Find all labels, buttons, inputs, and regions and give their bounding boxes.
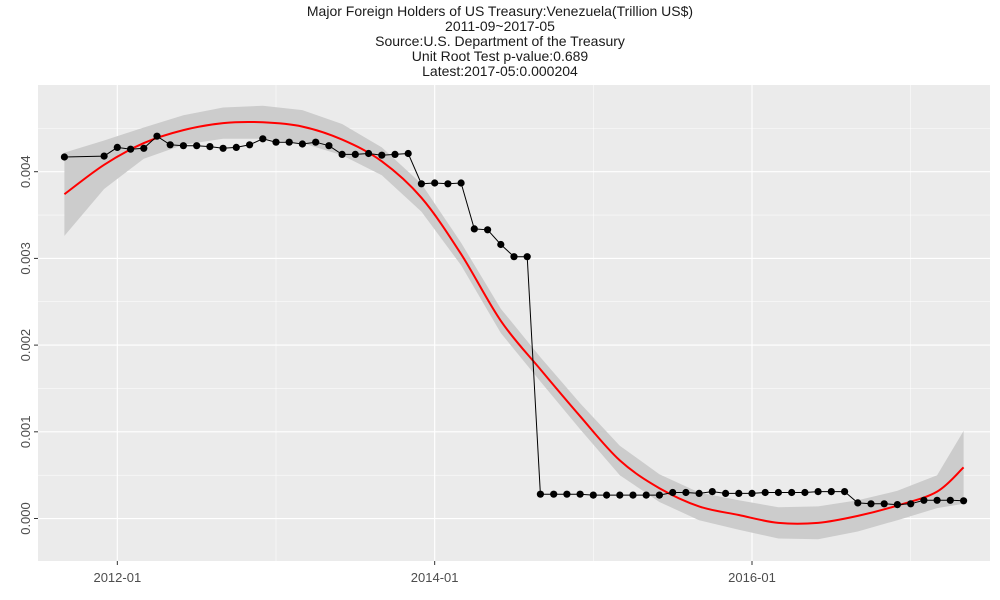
data-point: [748, 489, 756, 497]
chart-titles: Major Foreign Holders of US Treasury:Ven…: [0, 4, 1000, 79]
data-point: [893, 501, 902, 509]
data-point: [431, 179, 439, 187]
plot-panel: [38, 85, 990, 561]
data-point: [708, 488, 716, 496]
data-point: [946, 496, 954, 504]
data-point: [550, 490, 558, 498]
data-point: [774, 488, 783, 497]
data-point: [351, 150, 359, 158]
data-point: [325, 142, 333, 150]
data-point: [285, 138, 293, 146]
data-point: [589, 491, 597, 499]
data-point: [536, 490, 545, 498]
data-point: [616, 491, 624, 499]
x-tick-label: 2014-01: [411, 570, 459, 585]
data-point: [960, 497, 968, 505]
y-tick-label: 0.001: [18, 416, 33, 449]
data-point: [497, 240, 505, 249]
grid-lines: [38, 85, 990, 561]
data-point: [404, 149, 412, 158]
x-tick-label: 2012-01: [93, 570, 141, 585]
data-point: [179, 142, 187, 150]
data-point: [629, 491, 637, 499]
chart-subtitle-pvalue: Unit Root Test p-value:0.689: [411, 48, 589, 64]
data-point: [166, 141, 174, 149]
chart-subtitle-latest: Latest:2017-05:0.000204: [422, 63, 578, 79]
data-point: [127, 145, 135, 153]
data-point: [669, 488, 677, 497]
smooth-trend-line: [63, 120, 965, 525]
data-point: [246, 141, 254, 149]
data-point: [338, 150, 346, 158]
data-point: [920, 496, 928, 504]
data-point: [735, 489, 743, 497]
data-point: [788, 488, 796, 497]
data-point: [841, 488, 849, 496]
data-point: [232, 143, 240, 151]
data-point: [642, 491, 650, 499]
chart-subtitle-range: 2011-09~2017-05: [445, 18, 555, 34]
data-point: [655, 491, 664, 499]
y-tick-label: 0.000: [18, 502, 33, 535]
chart-subtitle-source: Source:U.S. Department of the Treasury: [375, 33, 625, 49]
data-point: [761, 488, 769, 497]
y-tick-label: 0.002: [18, 329, 33, 362]
data-point: [298, 140, 306, 148]
data-point: [312, 138, 320, 146]
confidence-ribbon: [64, 105, 964, 540]
chart-title: Major Foreign Holders of US Treasury:Ven…: [306, 3, 694, 19]
data-point: [603, 491, 611, 499]
x-axis: 2012-01 2014-01 2016-01: [93, 561, 776, 585]
data-point: [60, 153, 68, 161]
data-point: [814, 488, 822, 496]
data-point: [682, 488, 690, 497]
data-point: [365, 149, 373, 158]
series-layer: [60, 132, 968, 509]
data-point: [827, 488, 835, 496]
data-point: [140, 144, 148, 152]
data-point: [100, 152, 108, 160]
data-point: [444, 180, 452, 188]
data-point: [576, 490, 584, 498]
data-point: [563, 490, 571, 498]
data-point: [153, 132, 161, 140]
y-tick-label: 0.003: [18, 242, 33, 275]
data-point: [457, 179, 465, 187]
smooth-trend-layer: [63, 120, 965, 525]
data-point: [510, 253, 518, 261]
data-point: [470, 225, 478, 233]
data-point: [867, 500, 875, 508]
data-point: [113, 143, 121, 151]
data-point: [880, 500, 888, 508]
data-point: [854, 499, 862, 507]
data-point: [259, 135, 267, 143]
data-point: [272, 138, 280, 146]
y-axis: 0.000 0.001 0.002 0.003 0.004: [18, 155, 38, 535]
data-point: [391, 150, 399, 158]
data-point: [484, 226, 492, 234]
data-point: [801, 488, 809, 497]
x-tick-label: 2016-01: [728, 570, 776, 585]
data-point: [206, 143, 214, 151]
data-point: [907, 500, 915, 508]
data-point: [722, 489, 730, 497]
confidence-band-layer: [64, 105, 964, 540]
data-point: [378, 151, 386, 159]
data-point: [523, 253, 531, 261]
data-point: [193, 142, 201, 150]
data-point: [933, 496, 941, 504]
y-tick-label: 0.004: [18, 155, 33, 188]
data-point: [417, 180, 425, 188]
data-point: [695, 489, 703, 497]
data-point: [219, 144, 227, 152]
